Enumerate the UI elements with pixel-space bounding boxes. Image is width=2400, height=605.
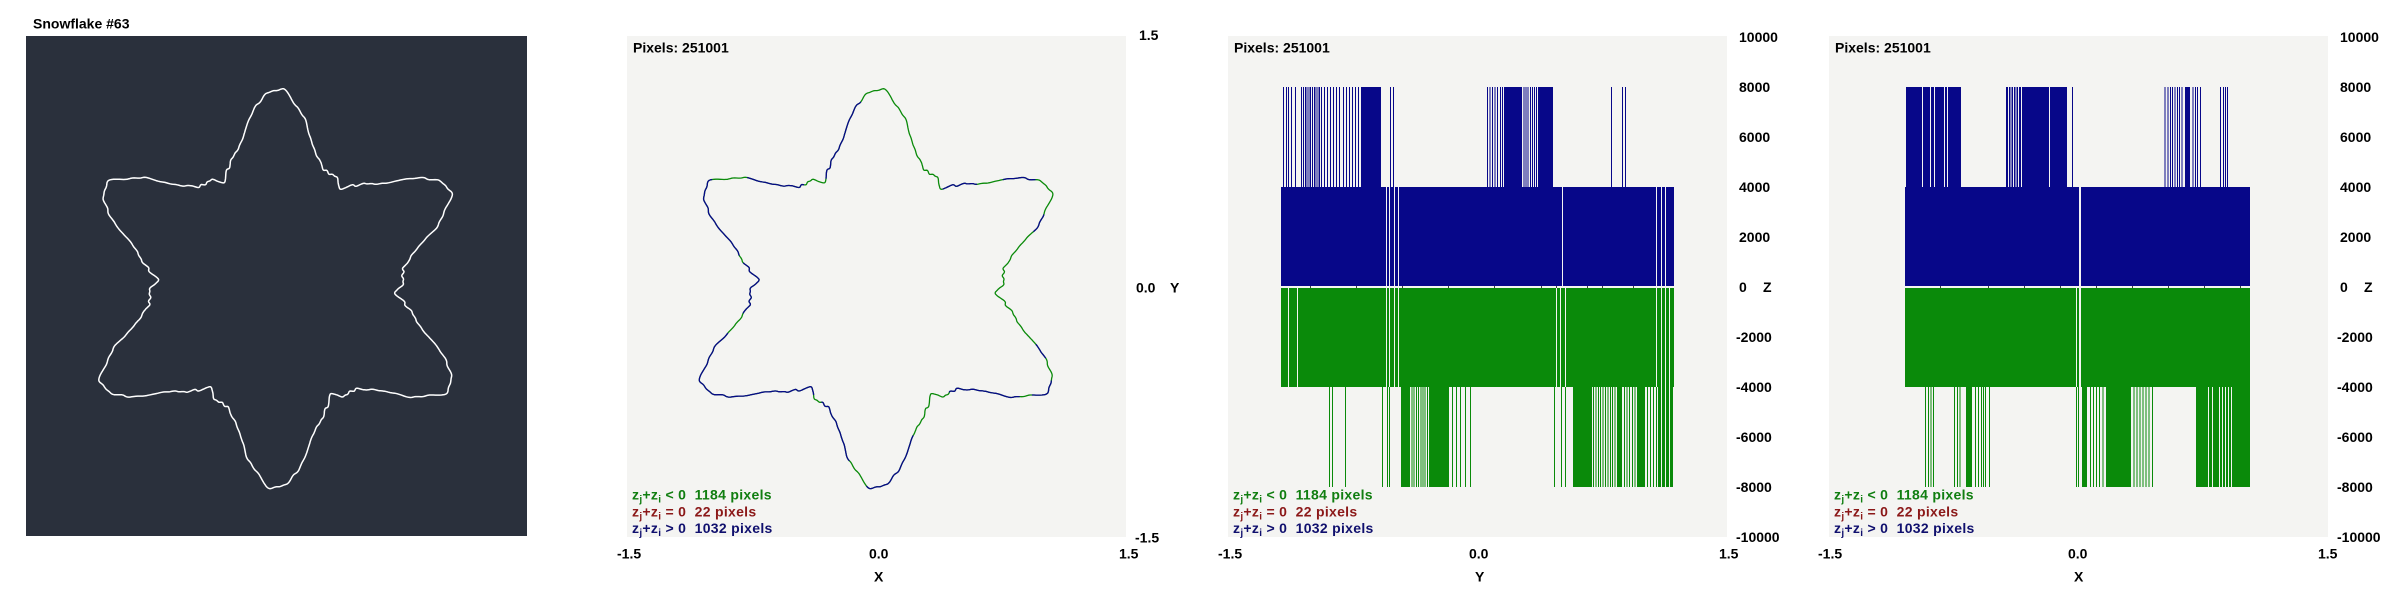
- svg-text:4000: 4000: [2340, 179, 2371, 195]
- svg-text:8000: 8000: [1739, 79, 1770, 95]
- svg-text:zj+zi = 0 22 pixels: zj+zi = 0 22 pixels: [1233, 504, 1357, 523]
- svg-text:zj+zi < 0 1184 pixels: zj+zi < 0 1184 pixels: [1233, 487, 1373, 506]
- svg-text:zj+zi < 0 1184 pixels: zj+zi < 0 1184 pixels: [632, 487, 772, 506]
- svg-text:0.0: 0.0: [1136, 280, 1156, 296]
- svg-text:-10000: -10000: [2337, 529, 2381, 545]
- svg-text:Z: Z: [1763, 279, 1772, 295]
- svg-text:X: X: [2074, 569, 2084, 585]
- svg-text:Z: Z: [2364, 279, 2373, 295]
- svg-text:0.0: 0.0: [1469, 546, 1489, 562]
- svg-text:-2000: -2000: [2337, 329, 2373, 345]
- svg-text:Pixels: 251001: Pixels: 251001: [1835, 40, 1931, 56]
- svg-text:-4000: -4000: [1736, 379, 1772, 395]
- svg-text:10000: 10000: [2340, 29, 2379, 45]
- svg-text:-1.5: -1.5: [1135, 530, 1159, 546]
- svg-text:Pixels: 251001: Pixels: 251001: [1234, 40, 1330, 56]
- svg-text:Snowflake #63: Snowflake #63: [33, 16, 130, 32]
- svg-text:6000: 6000: [2340, 129, 2371, 145]
- svg-text:8000: 8000: [2340, 79, 2371, 95]
- svg-text:2000: 2000: [2340, 229, 2371, 245]
- svg-text:-8000: -8000: [1736, 479, 1772, 495]
- svg-text:-10000: -10000: [1736, 529, 1780, 545]
- svg-text:zj+zi > 0 1032 pixels: zj+zi > 0 1032 pixels: [1233, 520, 1374, 539]
- svg-text:6000: 6000: [1739, 129, 1770, 145]
- svg-text:-8000: -8000: [2337, 479, 2373, 495]
- svg-text:zj+zi = 0 22 pixels: zj+zi = 0 22 pixels: [632, 504, 756, 523]
- svg-text:X: X: [874, 569, 884, 585]
- svg-text:4000: 4000: [1739, 179, 1770, 195]
- svg-text:-1.5: -1.5: [1218, 546, 1242, 562]
- svg-text:1.5: 1.5: [1119, 546, 1139, 562]
- svg-text:-4000: -4000: [2337, 379, 2373, 395]
- svg-text:zj+zi = 0 22 pixels: zj+zi = 0 22 pixels: [1834, 504, 1958, 523]
- svg-text:1.5: 1.5: [1719, 546, 1739, 562]
- svg-text:1.5: 1.5: [1139, 27, 1159, 43]
- svg-text:10000: 10000: [1739, 29, 1778, 45]
- svg-text:0.0: 0.0: [869, 546, 889, 562]
- svg-text:-2000: -2000: [1736, 329, 1772, 345]
- svg-text:0: 0: [2340, 279, 2348, 295]
- svg-text:1.5: 1.5: [2318, 546, 2338, 562]
- svg-text:0.0: 0.0: [2068, 546, 2088, 562]
- svg-text:-1.5: -1.5: [1818, 546, 1842, 562]
- svg-text:zj+zi > 0 1032 pixels: zj+zi > 0 1032 pixels: [1834, 520, 1975, 539]
- svg-text:Y: Y: [1170, 280, 1180, 296]
- svg-text:-6000: -6000: [1736, 429, 1772, 445]
- svg-text:Pixels: 251001: Pixels: 251001: [633, 40, 729, 56]
- svg-text:Y: Y: [1475, 569, 1485, 585]
- svg-text:2000: 2000: [1739, 229, 1770, 245]
- svg-text:-6000: -6000: [2337, 429, 2373, 445]
- svg-text:-1.5: -1.5: [617, 546, 641, 562]
- svg-text:0: 0: [1739, 279, 1747, 295]
- svg-text:zj+zi > 0 1032 pixels: zj+zi > 0 1032 pixels: [632, 520, 773, 539]
- svg-text:zj+zi < 0 1184 pixels: zj+zi < 0 1184 pixels: [1834, 487, 1974, 506]
